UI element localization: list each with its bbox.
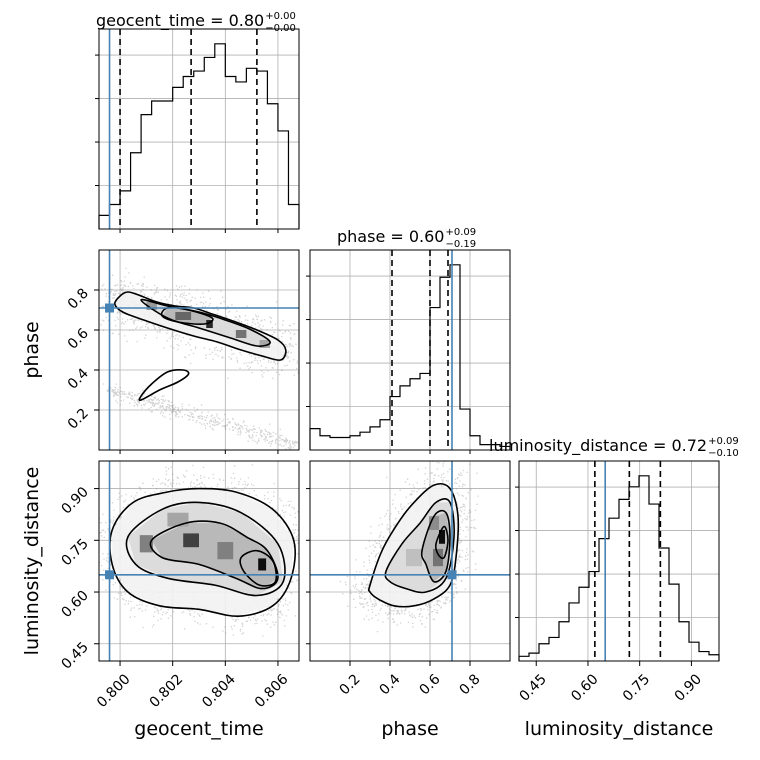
y-axis-label-phase: phase (21, 321, 43, 378)
truth-marker (105, 303, 115, 313)
density-fill (151, 523, 278, 589)
x-axis-label-geocent_time: geocent_time (134, 718, 263, 740)
panel-phase_vs_luminosity_distance (309, 460, 511, 662)
hist-panel-luminosity_distance (515, 460, 720, 662)
histogram-luminosity_distance (518, 475, 720, 661)
title-text: geocent_time = 0.80 (96, 11, 264, 31)
density-cell (429, 516, 439, 530)
histogram-geocent_time (98, 43, 300, 229)
x-tick-label: 0.800 (94, 671, 134, 711)
hist-panel-geocent_time (95, 28, 300, 230)
y-tick-label: 0.8 (65, 286, 92, 313)
x-tick-label: 0.75 (620, 671, 653, 704)
y-axis-label-luminosity_distance: luminosity_distance (21, 467, 43, 656)
contour-line (239, 549, 278, 587)
density-cell (259, 340, 271, 348)
panel-content (310, 461, 510, 661)
x-tick-label: 0.806 (252, 671, 292, 711)
axes-frame (309, 460, 511, 662)
panel-content (99, 461, 299, 661)
hist-panel-phase (306, 249, 511, 451)
axes-frame (98, 249, 300, 451)
density-cell (175, 312, 192, 320)
x-tick-label: 0.8 (457, 671, 484, 698)
x-tick-label: 0.802 (147, 671, 187, 711)
truth-marker (105, 570, 115, 580)
y-tick-label: 0.6 (65, 325, 92, 352)
density-cell (206, 320, 213, 328)
title-text: luminosity_distance = 0.72 (489, 436, 707, 456)
title-text: phase = 0.60 (337, 227, 444, 246)
density-cell (258, 558, 267, 571)
title-upper-error: +0.09 (445, 227, 476, 238)
x-tick-label: 0.45 (516, 671, 549, 704)
density-cell (167, 512, 189, 527)
panel-content (99, 250, 299, 450)
y-tick-label: 0.90 (58, 484, 91, 517)
contour-line (420, 509, 451, 583)
title-luminosity_distance: luminosity_distance = 0.72 +0.09−0.10 (489, 436, 739, 459)
title-geocent_time: geocent_time = 0.80 +0.00−0.00 (96, 11, 296, 34)
title-lower-error: −0.19 (445, 239, 476, 250)
density-cell (406, 548, 422, 567)
axes-frame (518, 460, 720, 662)
x-axis-label-phase: phase (381, 718, 438, 740)
density-cell (139, 535, 153, 553)
density-cell (183, 533, 199, 548)
contour-line (113, 291, 287, 361)
contour-line (149, 520, 279, 590)
x-tick-label: 0.804 (199, 671, 239, 711)
y-tick-label: 0.45 (58, 639, 91, 672)
title-lower-error: −0.00 (265, 23, 296, 34)
density-cell (146, 302, 157, 310)
contour-line (160, 306, 214, 325)
contour-line (384, 498, 455, 594)
y-tick-label: 0.2 (65, 406, 92, 433)
truth-marker (447, 570, 457, 580)
contour-line (367, 483, 460, 608)
x-tick-label: 0.90 (672, 671, 705, 704)
title-upper-error: +0.00 (265, 11, 296, 22)
x-tick-label: 0.60 (568, 671, 601, 704)
contour-line (434, 525, 449, 560)
panel-geocent_time_vs_phase (98, 249, 300, 451)
density-cell (433, 548, 443, 567)
y-tick-label: 0.4 (65, 365, 92, 392)
y-tick-label: 0.60 (58, 588, 91, 621)
title-lower-error: −0.10 (708, 448, 739, 459)
x-tick-label: 0.6 (417, 671, 444, 698)
histogram-phase (309, 264, 511, 450)
density-cell (439, 529, 445, 544)
x-axis-label-luminosity_distance: luminosity_distance (525, 718, 714, 740)
density-cell (235, 330, 247, 338)
x-tick-label: 0.4 (377, 671, 404, 698)
axes-frame (309, 249, 511, 451)
contour-line (109, 487, 296, 618)
axes-frame (98, 460, 300, 662)
title-upper-error: +0.09 (708, 436, 739, 447)
y-tick-label: 0.75 (58, 536, 91, 569)
panel-geocent_time_vs_luminosity_distance (98, 460, 300, 662)
density-cell (217, 542, 234, 560)
axes-frame (98, 28, 300, 230)
title-phase: phase = 0.60 +0.09−0.19 (337, 227, 476, 250)
x-tick-label: 0.2 (337, 671, 364, 698)
contour-line (138, 369, 190, 402)
